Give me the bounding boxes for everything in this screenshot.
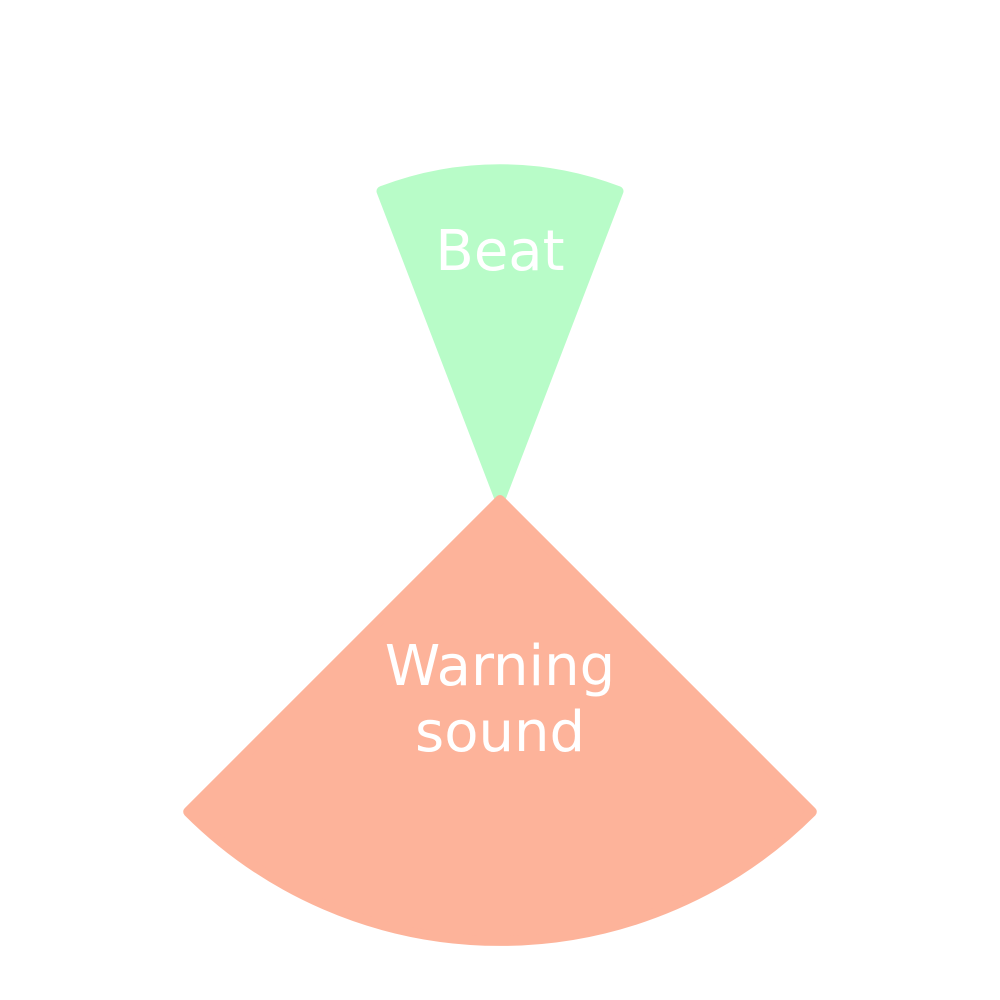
slice-label-line: Warning	[385, 634, 615, 699]
labels-layer: Beat Warning sound	[385, 219, 615, 765]
slice-label-beat: Beat	[435, 219, 564, 284]
slice-beat	[376, 164, 624, 505]
slice-label-warning-sound: Warning sound	[385, 634, 615, 765]
slices-layer	[183, 164, 817, 946]
slice-label-line: sound	[415, 700, 585, 765]
slice-warning-sound	[183, 495, 817, 946]
slice-label-line: Beat	[435, 219, 564, 284]
